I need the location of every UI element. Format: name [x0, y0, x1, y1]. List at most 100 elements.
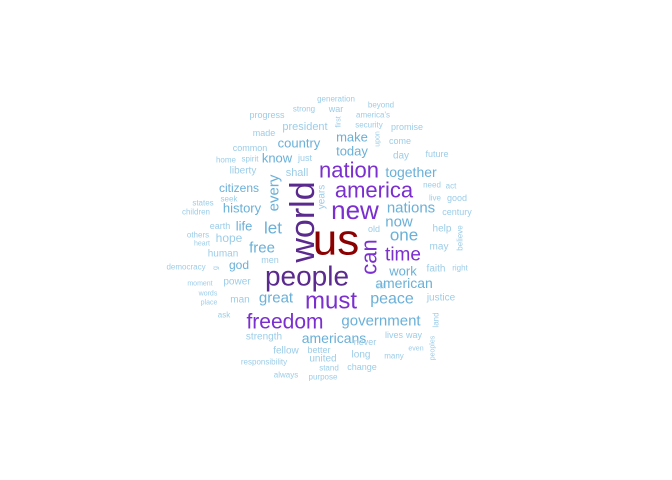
cloud-word: nation	[319, 158, 379, 183]
cloud-word: many	[384, 352, 404, 361]
cloud-word: live	[429, 194, 442, 203]
cloud-word: progress	[249, 110, 285, 120]
cloud-word: us	[313, 216, 359, 265]
cloud-word: right	[452, 264, 468, 273]
cloud-word: human	[208, 249, 239, 260]
cloud-word: act	[446, 182, 457, 191]
cloud-word: common	[233, 143, 268, 153]
cloud-word: nations	[387, 200, 435, 217]
cloud-word: one	[390, 226, 418, 245]
cloud-word: need	[423, 181, 441, 190]
cloud-word: made	[253, 128, 276, 138]
cloud-word: place	[201, 300, 218, 307]
cloud-word: history	[223, 201, 262, 216]
cloud-word: help	[433, 224, 452, 235]
cloud-word: change	[347, 362, 377, 372]
cloud-word: believe	[456, 225, 465, 251]
cloud-word: hope	[216, 231, 243, 245]
cloud-word: old	[368, 224, 380, 234]
cloud-word: just	[297, 153, 313, 163]
cloud-word: life	[236, 219, 253, 234]
cloud-word: war	[328, 104, 344, 114]
cloud-word: today	[336, 144, 368, 159]
cloud-word: way	[405, 330, 423, 340]
cloud-word: man	[230, 295, 249, 306]
cloud-word: g	[213, 266, 220, 270]
cloud-word: years	[317, 185, 328, 209]
cloud-word: fellow	[273, 346, 299, 357]
cloud-word: day	[393, 151, 409, 162]
cloud-word: make	[336, 130, 368, 145]
cloud-word: century	[442, 207, 472, 217]
cloud-word: can	[357, 239, 382, 274]
cloud-word: work	[388, 264, 417, 279]
cloud-word: country	[278, 136, 321, 151]
cloud-word: together	[385, 164, 437, 180]
cloud-word: men	[261, 255, 279, 265]
cloud-word: america's	[356, 111, 390, 120]
cloud-word: ask	[218, 311, 231, 320]
cloud-word: peace	[370, 291, 414, 308]
cloud-word: moment	[187, 281, 212, 288]
cloud-word: now	[385, 214, 413, 231]
cloud-word: strength	[246, 332, 282, 343]
cloud-word: president	[282, 121, 327, 133]
cloud-word: stand	[319, 364, 339, 373]
cloud-word: earth	[210, 221, 231, 231]
cloud-word: generation	[317, 95, 355, 104]
cloud-word: freedom	[246, 311, 323, 334]
cloud-word: purpose	[309, 373, 338, 382]
cloud-word: may	[430, 242, 449, 253]
cloud-word: justice	[426, 293, 456, 304]
cloud-word: strong	[293, 105, 315, 114]
cloud-word: democracy	[166, 263, 205, 272]
cloud-word: long	[352, 350, 371, 361]
cloud-word: people	[265, 261, 349, 292]
cloud-word: let	[264, 219, 282, 238]
cloud-word: states	[192, 199, 213, 208]
cloud-word: future	[425, 149, 448, 159]
cloud-word: america	[335, 178, 414, 203]
cloud-word: never	[354, 337, 377, 347]
cloud-word: security	[355, 121, 383, 130]
cloud-word: first	[336, 116, 343, 127]
cloud-word: every	[266, 174, 283, 211]
cloud-word: seek	[221, 195, 239, 204]
cloud-word: american	[375, 275, 433, 291]
cloud-word: better	[307, 345, 330, 355]
cloud-word: americans	[302, 330, 367, 346]
cloud-word: lives	[385, 330, 404, 340]
cloud-word: still	[376, 284, 387, 291]
cloud-word: god	[229, 258, 249, 272]
cloud-word: peoples	[430, 335, 437, 360]
cloud-word: world	[284, 181, 322, 263]
cloud-word: always	[274, 371, 298, 380]
cloud-word: new	[331, 195, 379, 225]
cloud-word: come	[389, 136, 411, 146]
cloud-word: spirit	[242, 155, 260, 164]
cloud-word: children	[182, 208, 210, 217]
cloud-word: even	[408, 346, 423, 353]
cloud-word: home	[216, 156, 237, 165]
cloud-word: others	[187, 231, 209, 240]
cloud-word: promise	[391, 122, 423, 132]
cloud-word: citizens	[219, 181, 259, 195]
cloud-word: responsibility	[241, 358, 287, 367]
cloud-word: united	[309, 354, 336, 365]
cloud-word: time	[385, 245, 421, 266]
cloud-word: free	[249, 240, 275, 257]
cloud-word: must	[305, 288, 357, 315]
cloud-word: power	[223, 277, 251, 288]
cloud-word: great	[259, 290, 294, 307]
cloud-word: know	[262, 151, 293, 166]
cloud-word: beyond	[368, 101, 394, 110]
cloud-word: faith	[427, 264, 446, 275]
cloud-word: words	[198, 291, 218, 298]
cloud-word: government	[341, 313, 421, 330]
cloud-word: heart	[194, 241, 210, 248]
cloud-word: good	[447, 193, 467, 203]
cloud-word: upon	[375, 131, 382, 147]
cloud-word: liberty	[230, 166, 257, 177]
cloud-word: land	[432, 312, 441, 327]
